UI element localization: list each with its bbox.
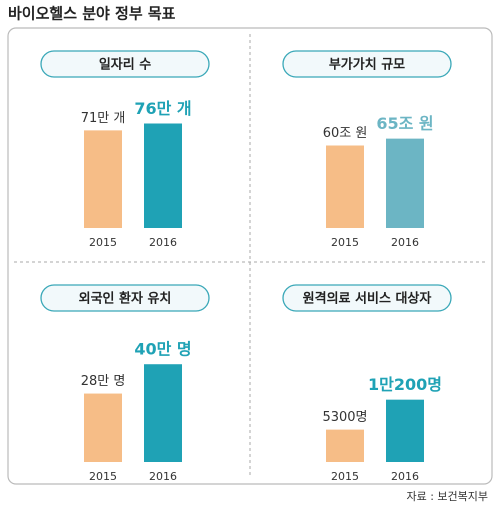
- bar: [84, 130, 122, 228]
- title-pill: [40, 284, 210, 312]
- chart-title: 원격의료 서비스 대상자: [303, 291, 432, 307]
- value-label: 28만 명: [81, 374, 126, 389]
- x-tick-label: 2015: [331, 470, 359, 483]
- value-label: 5300명: [322, 410, 367, 425]
- value-label: 71만 개: [81, 111, 126, 126]
- bar: [144, 123, 182, 228]
- bar: [326, 145, 364, 228]
- chart-title: 외국인 환자 유치: [79, 291, 172, 307]
- value-label: 1만200명: [368, 375, 442, 394]
- x-tick-label: 2015: [89, 470, 117, 483]
- value-label: 65조 원: [376, 114, 433, 133]
- title-pill: [40, 50, 210, 78]
- x-tick-label: 2015: [331, 236, 359, 249]
- x-tick-label: 2016: [149, 236, 177, 249]
- value-label: 40만 명: [134, 340, 191, 359]
- value-label: 76만 개: [134, 99, 191, 118]
- x-tick-label: 2015: [89, 236, 117, 249]
- chart-title: 부가가치 규모: [329, 57, 405, 73]
- title-pill: [282, 284, 452, 312]
- bar: [386, 399, 424, 462]
- chart-title: 일자리 수: [99, 57, 151, 73]
- bar: [144, 364, 182, 462]
- source: 자료 : 보건복지부: [406, 490, 488, 503]
- x-tick-label: 2016: [391, 470, 419, 483]
- bar: [84, 393, 122, 462]
- x-tick-label: 2016: [149, 470, 177, 483]
- x-tick-label: 2016: [391, 236, 419, 249]
- page-title: 바이오헬스 분야 정부 목표: [8, 5, 176, 23]
- value-label: 60조 원: [323, 126, 368, 141]
- title-pill: [282, 50, 452, 78]
- bar: [326, 429, 364, 462]
- bar: [386, 138, 424, 228]
